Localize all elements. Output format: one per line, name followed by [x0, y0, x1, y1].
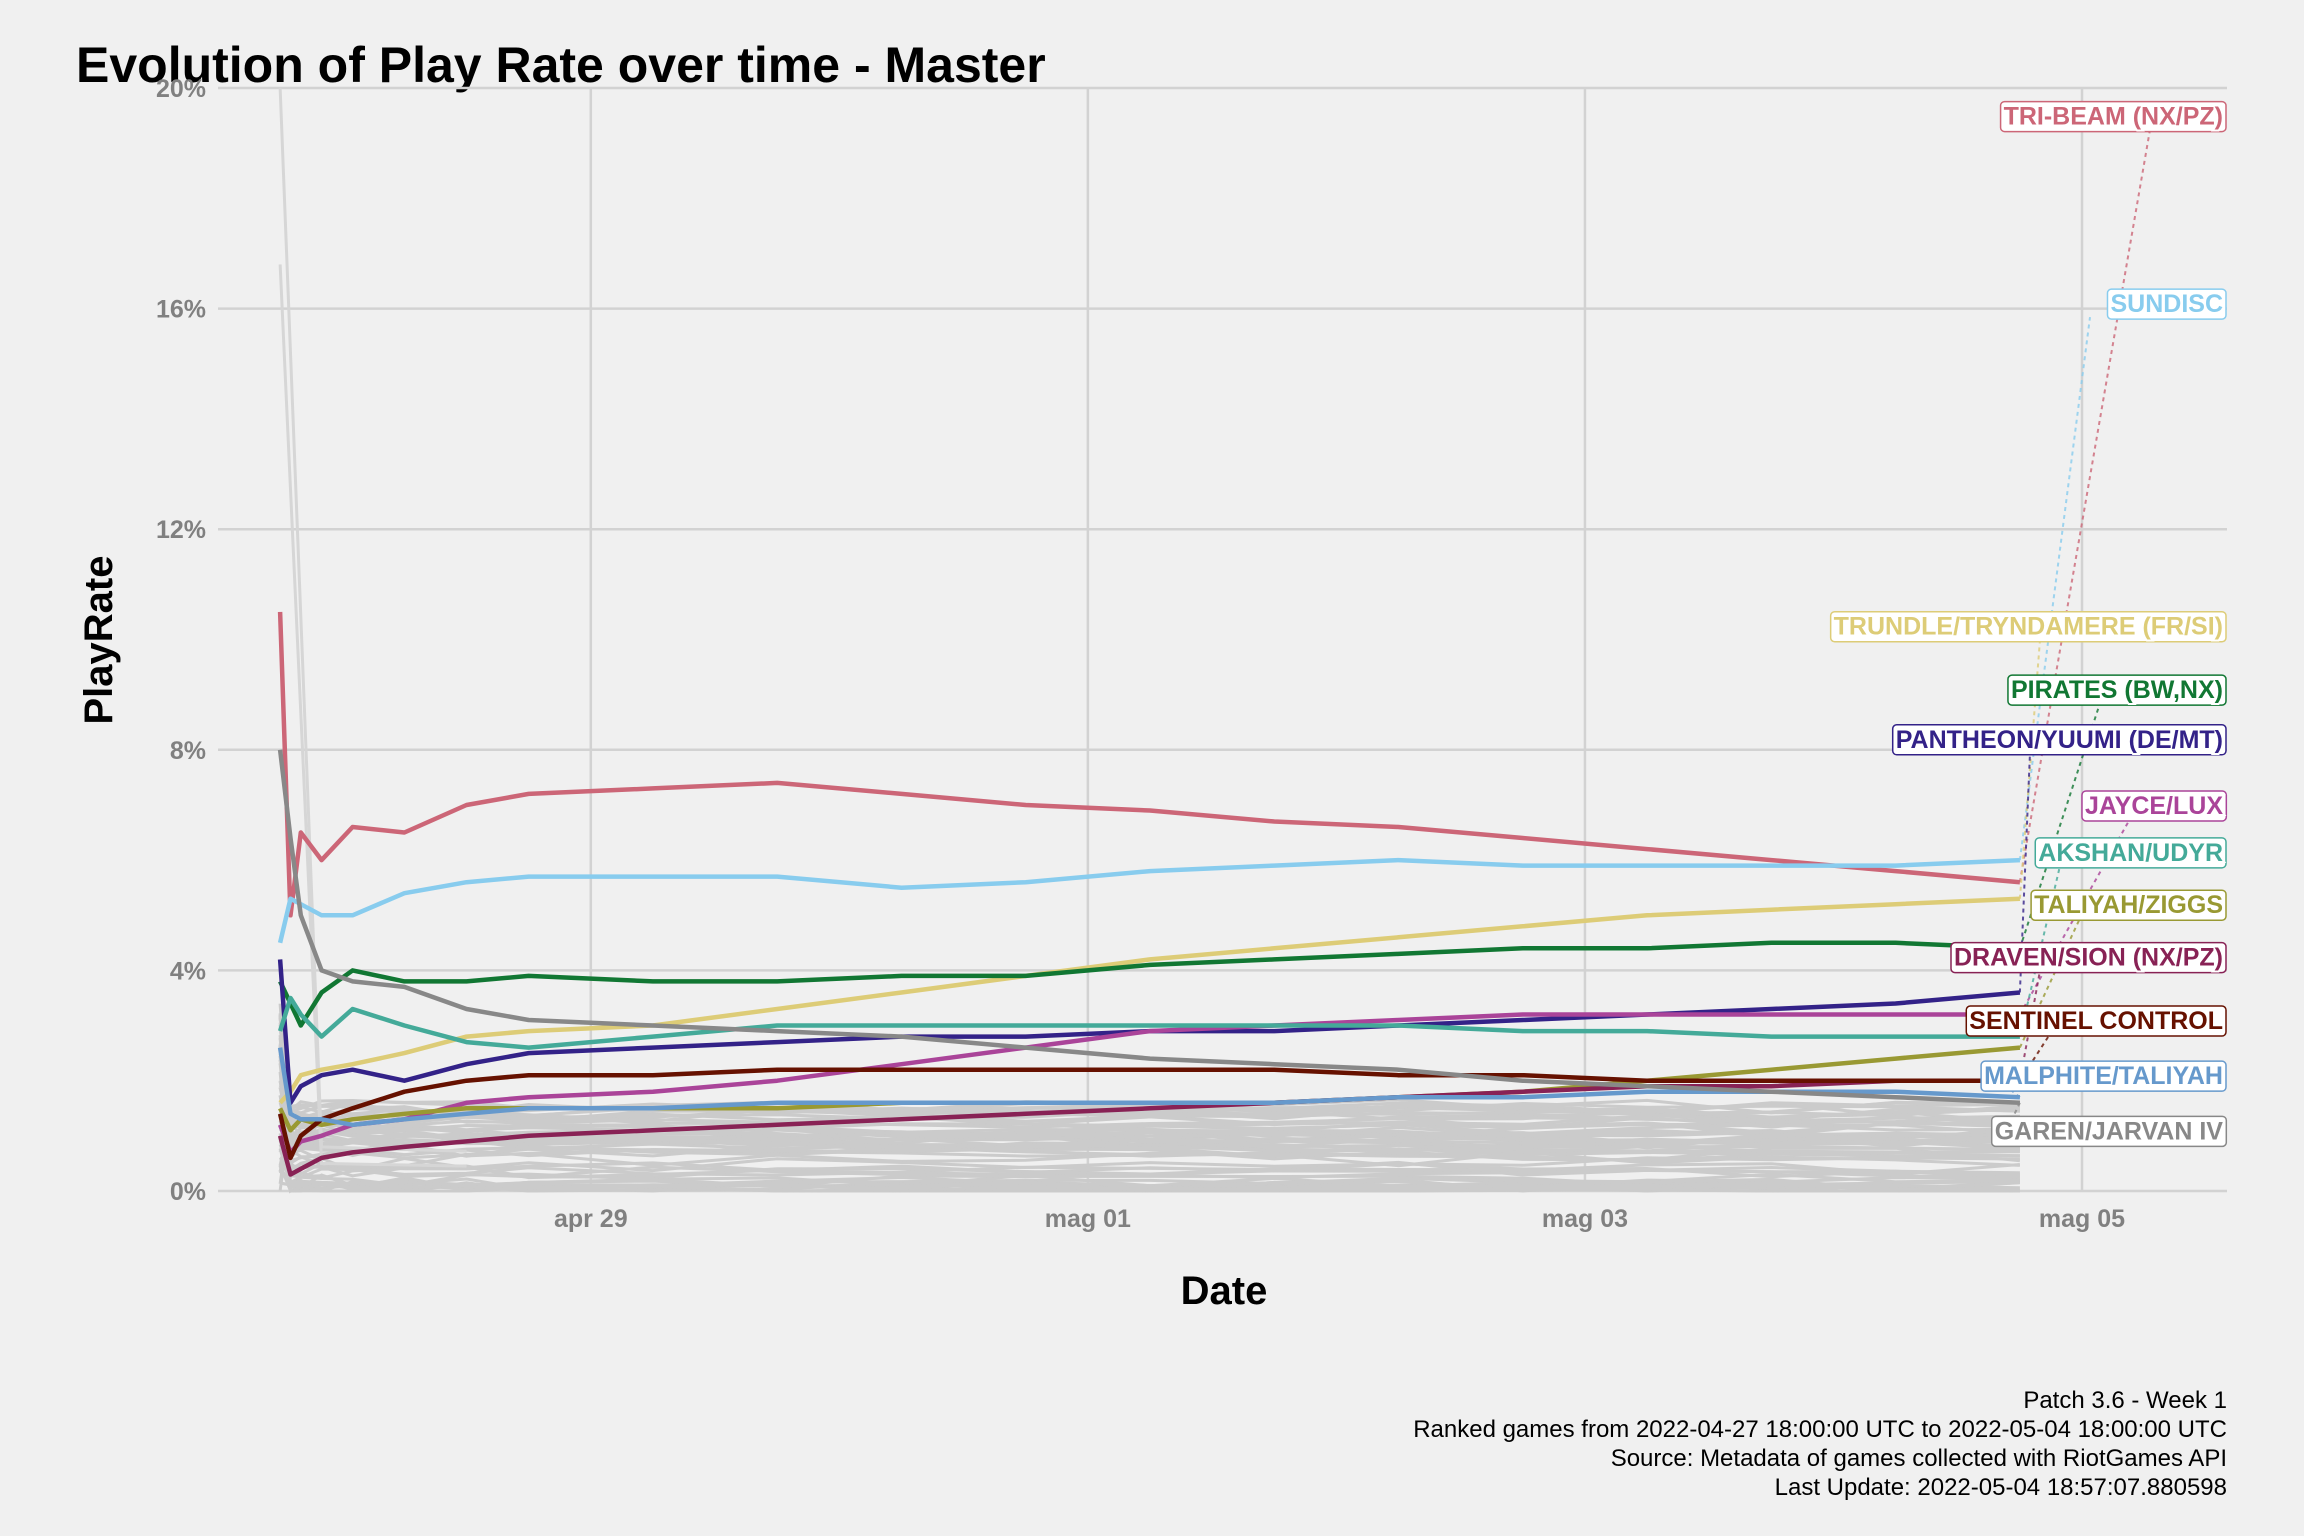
series-line: [278, 1045, 2021, 1133]
background-series-line: [278, 1098, 2020, 1153]
series-end-label: SUNDISC: [2110, 290, 2223, 318]
background-series-line: [278, 1047, 2020, 1138]
series-end-label: JAYCE/LUX: [2085, 792, 2223, 820]
x-tick-label: mag 05: [2039, 1205, 2125, 1233]
series-line: [277, 1047, 2020, 1128]
series-end-label: DRAVEN/SION (NX/PZ): [1954, 944, 2223, 972]
y-tick-label: 4%: [170, 957, 206, 985]
series-end-label-box: [1891, 724, 2227, 756]
background-series-line: [278, 1087, 2020, 1148]
y-tick-label: 20%: [156, 75, 206, 103]
background-series-line: [278, 1143, 2020, 1180]
label-connector: [2018, 316, 2091, 861]
caption-line: Patch 3.6 - Week 1: [2023, 1387, 2227, 1414]
series-end-label: GAREN/JARVAN IV: [1995, 1117, 2224, 1145]
background-series-line: [278, 1120, 2020, 1179]
series-line: [277, 857, 2020, 944]
series-end-label: MALPHITE/TALIYAH: [1984, 1062, 2223, 1090]
series-end-label-box: [1999, 100, 2227, 133]
series-line: [277, 1012, 2020, 1155]
series-line: [278, 896, 2020, 1105]
series-end-label: PIRATES (BW,NX): [2011, 676, 2223, 704]
background-series-line: [278, 1165, 2021, 1193]
series-end-label-box: [2106, 288, 2227, 320]
y-axis-title: PlayRate: [77, 556, 121, 725]
series-end-label-box: [2030, 889, 2227, 921]
chart-title: Evolution of Play Rate over time - Maste…: [76, 37, 1046, 93]
x-tick-label: mag 01: [1045, 1205, 1131, 1233]
series-line: [277, 611, 2021, 918]
end-labels: TRI-BEAM (NX/PZ) SUNDISC TRUNDLE/TRYNDAMER…: [1829, 100, 2228, 1148]
series-end-label-box: [1980, 1060, 2227, 1092]
series-end-label: TRI-BEAM (NX/PZ): [2004, 103, 2223, 131]
caption-line: Last Update: 2022-05-04 18:57:07.880598: [1775, 1474, 2227, 1501]
series-end-label: TRUNDLE/TRYNDAMERE (FR/SI): [1834, 613, 2223, 641]
series-end-label-box: [1950, 941, 2227, 974]
series-end-label: TALIYAH/ZIGGS: [2034, 891, 2223, 919]
series-lines: [277, 611, 2021, 1177]
caption: Patch 3.6 - Week 1 Ranked games from 202…: [1413, 1387, 2227, 1501]
background-series-line: [278, 87, 467, 1153]
series-end-label-box: [2034, 837, 2227, 869]
caption-line: Source: Metadata of games collected with…: [1611, 1445, 2227, 1472]
x-tick-label: mag 03: [1542, 1205, 1628, 1233]
series-line: [277, 1067, 2020, 1161]
background-series-line: [278, 264, 467, 1168]
caption-line: Ranked games from 2022-04-27 18:00:00 UT…: [1413, 1416, 2227, 1443]
y-tick-label: 12%: [156, 516, 206, 544]
series-end-label: AKSHAN/UDYR: [2038, 839, 2223, 867]
series-line: [278, 940, 2020, 1028]
series-line: [277, 749, 2021, 1106]
y-tick-label: 16%: [156, 296, 206, 324]
x-tick-label: apr 29: [554, 1205, 628, 1233]
series-end-label-box: [2007, 674, 2227, 706]
tick-labels: 0% 4% 8% 12% 16% 20% apr 29 mag 01 mag 0…: [156, 75, 2125, 1233]
series-end-label-box: [1829, 610, 2227, 643]
series-end-label-box: [2081, 790, 2228, 822]
series-end-label: PANTHEON/YUUMI (DE/MT): [1896, 726, 2223, 754]
y-tick-label: 8%: [170, 737, 206, 765]
y-tick-label: 0%: [170, 1178, 206, 1206]
series-end-label-box: [1990, 1115, 2228, 1148]
series-line: [277, 995, 2020, 1050]
x-axis-title: Date: [1181, 1269, 1268, 1313]
label-connector: [2018, 129, 2151, 883]
series-end-label: SENTINEL CONTROL: [1969, 1007, 2223, 1035]
series-end-label-box: [1965, 1005, 2227, 1037]
